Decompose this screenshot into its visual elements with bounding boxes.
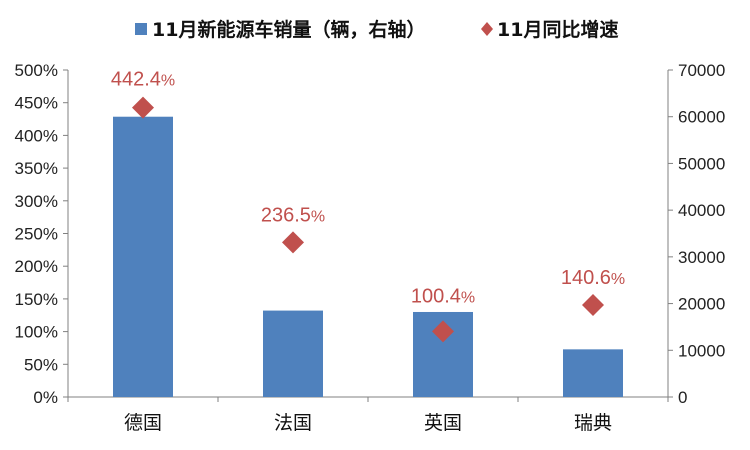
left-tick-label: 350% xyxy=(15,159,58,178)
data-point-diamond xyxy=(132,96,154,119)
legend-swatch-sales xyxy=(135,23,147,35)
left-tick-label: 450% xyxy=(15,94,58,113)
legend-label-growth: 11月同比增速 xyxy=(497,18,618,41)
data-label: 140.6% xyxy=(561,267,625,289)
right-tick-label: 30000 xyxy=(678,248,725,267)
right-tick-label: 40000 xyxy=(678,201,725,220)
left-tick-label: 400% xyxy=(15,126,58,145)
left-tick-label: 250% xyxy=(15,225,58,244)
left-tick-label: 100% xyxy=(15,323,58,342)
legend-label-sales: 11月新能源车销量（辆，右轴） xyxy=(152,18,425,41)
bar xyxy=(263,310,323,397)
left-tick-label: 0% xyxy=(33,388,58,407)
legend: 11月新能源车销量（辆，右轴） 11月同比增速 xyxy=(135,18,618,41)
right-tick-label: 0 xyxy=(678,388,687,407)
data-label: 236.5% xyxy=(261,204,325,226)
legend-swatch-growth xyxy=(481,22,493,36)
left-tick-label: 300% xyxy=(15,192,58,211)
left-tick-label: 500% xyxy=(15,61,58,80)
left-tick-label: 200% xyxy=(15,257,58,276)
bar xyxy=(113,116,173,397)
right-tick-label: 10000 xyxy=(678,341,725,360)
left-tick-label: 150% xyxy=(15,290,58,309)
data-point-diamond xyxy=(582,294,604,317)
right-tick-label: 50000 xyxy=(678,154,725,173)
category-label: 德国 xyxy=(124,412,162,434)
right-tick-label: 60000 xyxy=(678,108,725,127)
left-tick-label: 50% xyxy=(24,355,58,374)
data-labels: 442.4% 236.5% 100.4% 140.6% xyxy=(111,69,625,308)
right-tick-label: 20000 xyxy=(678,295,725,314)
category-label: 法国 xyxy=(274,412,312,434)
markers xyxy=(132,96,604,343)
data-label: 442.4% xyxy=(111,69,175,91)
category-label: 英国 xyxy=(424,412,462,434)
bar xyxy=(563,349,623,397)
bars xyxy=(113,116,623,397)
data-label: 100.4% xyxy=(411,285,475,307)
data-point-diamond xyxy=(432,320,454,343)
data-point-diamond xyxy=(282,231,304,254)
category-label: 瑞典 xyxy=(574,412,612,434)
axes: 0% 50% 100% 150% 200% 250% 300% 350% 400% 450% 500… xyxy=(15,61,726,434)
right-tick-label: 70000 xyxy=(678,61,725,80)
